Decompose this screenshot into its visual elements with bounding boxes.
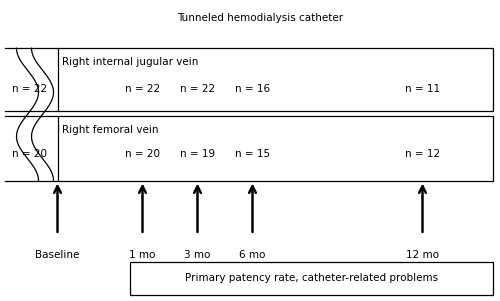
Text: Right femoral vein: Right femoral vein bbox=[62, 125, 159, 135]
Text: n = 20: n = 20 bbox=[125, 149, 160, 159]
Text: n = 22: n = 22 bbox=[180, 84, 215, 94]
Text: 3 mo: 3 mo bbox=[184, 250, 210, 260]
Text: 1 mo: 1 mo bbox=[130, 250, 156, 260]
Bar bbox=[58, 48, 492, 111]
Text: Tunneled hemodialysis catheter: Tunneled hemodialysis catheter bbox=[177, 13, 343, 23]
Text: n = 16: n = 16 bbox=[235, 84, 270, 94]
Text: n = 12: n = 12 bbox=[405, 149, 440, 159]
Text: Baseline: Baseline bbox=[36, 250, 80, 260]
Text: n = 22: n = 22 bbox=[125, 84, 160, 94]
Text: n = 22: n = 22 bbox=[12, 84, 48, 94]
Text: 12 mo: 12 mo bbox=[406, 250, 439, 260]
Bar bbox=[58, 116, 492, 181]
Text: n = 20: n = 20 bbox=[12, 149, 48, 159]
Bar bbox=[130, 262, 492, 295]
Text: n = 11: n = 11 bbox=[405, 84, 440, 94]
Text: Right internal jugular vein: Right internal jugular vein bbox=[62, 57, 199, 67]
Text: 6 mo: 6 mo bbox=[240, 250, 266, 260]
Text: n = 15: n = 15 bbox=[235, 149, 270, 159]
Text: n = 19: n = 19 bbox=[180, 149, 215, 159]
Text: Primary patency rate, catheter-related problems: Primary patency rate, catheter-related p… bbox=[184, 273, 438, 284]
